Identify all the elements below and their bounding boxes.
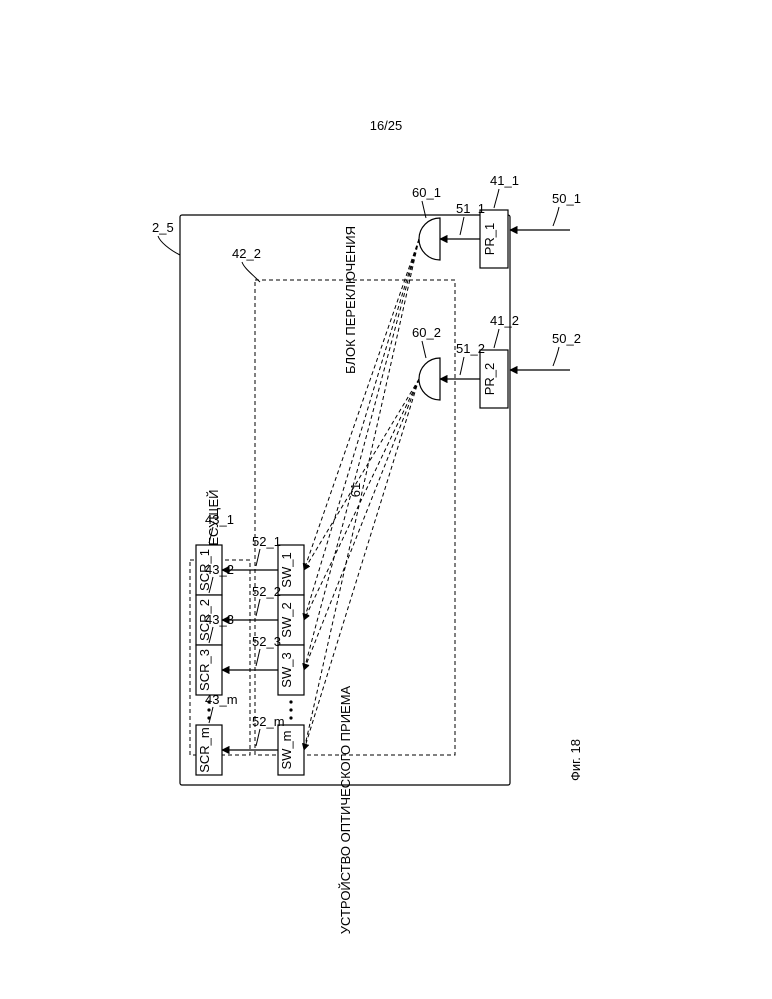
input2-ref: 50_2 [552,331,581,346]
fan-ref: 61 [348,483,363,497]
pr1-ref: 41_1 [490,173,519,188]
sw-label: SW_1 [279,552,294,587]
splitter2-ref: 60_2 [412,325,441,340]
pr-1: PR_1 41_1 [480,173,519,268]
pr2-label: PR_2 [482,363,497,396]
figure-label: Фиг. 18 [568,739,583,781]
sw-label: SW_2 [279,602,294,637]
scr-ref: 43_1 [205,512,234,527]
sig52-ref: 52_m [252,714,285,729]
switch-block-label: БЛОК ПЕРЕКЛЮЧЕНИЯ [343,226,358,374]
pr1-label: PR_1 [482,223,497,256]
pr2-ref: 41_2 [490,313,519,328]
sw-label: SW_m [279,731,294,770]
input-1: 50_1 [510,191,581,230]
device-label: УСТРОЙСТВО ОПТИЧЕСКОГО ПРИЕМА [338,685,353,934]
scr-ref: 43_2 [205,562,234,577]
scr-ref: 43_m [205,692,238,707]
input-2: 50_2 [510,331,581,370]
page-number: 16/25 [370,118,403,133]
sig51-2-ref: 51_2 [456,341,485,356]
scr-ref: 43_3 [205,612,234,627]
scr-label: SCR_m [197,727,212,773]
sig52-ref: 52_3 [252,634,281,649]
input1-ref: 50_1 [552,191,581,206]
splitter1-ref: 60_1 [412,185,441,200]
sig52-ref: 52_1 [252,534,281,549]
sw-label: SW_3 [279,652,294,687]
sig51-1-ref: 51_1 [456,201,485,216]
sig52-ref: 52_2 [252,584,281,599]
device-ref: 2_5 [152,220,174,235]
scr-label: SCR_3 [197,649,212,691]
switch-block-ref: 42_2 [232,246,261,261]
